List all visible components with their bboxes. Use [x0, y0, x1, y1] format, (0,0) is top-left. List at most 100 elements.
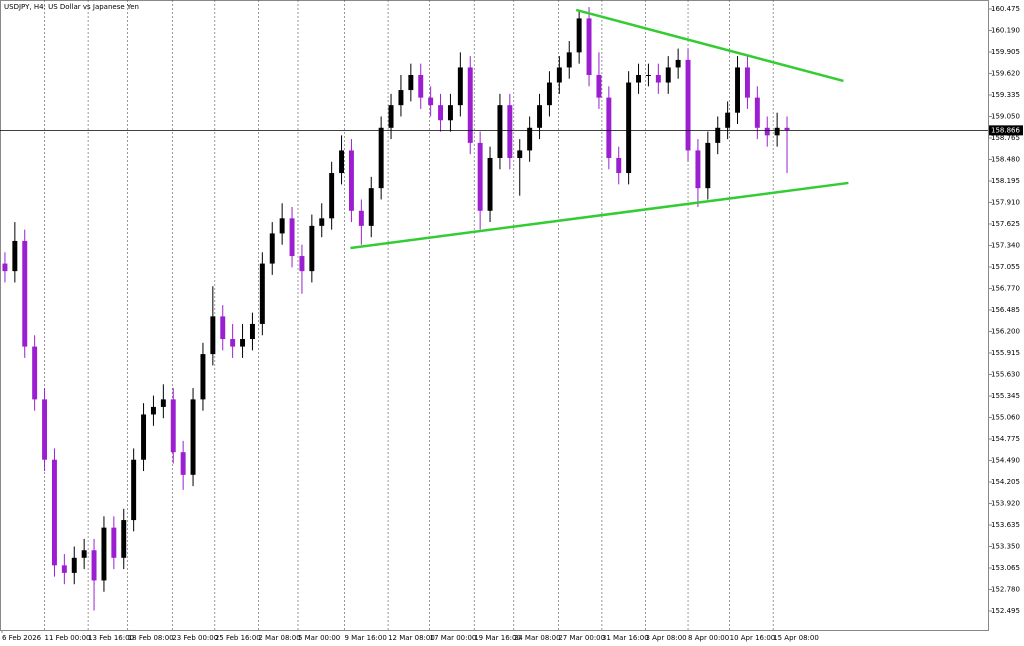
- candle-body: [339, 150, 345, 174]
- candle-body: [220, 316, 226, 340]
- candle-body: [61, 565, 67, 573]
- candle-body: [259, 263, 265, 324]
- y-tick-label: 153.920: [991, 499, 1020, 507]
- x-tick-label: 13 Feb 16:00: [88, 634, 134, 642]
- candle-body: [606, 97, 612, 158]
- candle-body: [170, 399, 176, 453]
- candle-body: [418, 74, 424, 98]
- candle-body: [408, 74, 414, 91]
- candle-body: [556, 67, 562, 83]
- candle-body: [150, 406, 156, 415]
- y-tick-label: 159.905: [991, 48, 1020, 56]
- x-tick-label: 12 Mar 08:00: [388, 634, 435, 642]
- candle-body: [111, 527, 117, 558]
- y-tick-label: 158.195: [991, 177, 1020, 185]
- x-tick-label: 15 Apr 08:00: [773, 634, 819, 642]
- candle-body: [42, 399, 48, 460]
- y-tick-label: 159.050: [991, 112, 1020, 120]
- candle-body: [626, 82, 632, 174]
- y-tick-label: 157.625: [991, 220, 1020, 228]
- y-tick-label: 153.350: [991, 542, 1020, 550]
- candle-body: [32, 346, 38, 400]
- candle-body: [596, 74, 602, 98]
- y-tick-label: 152.495: [991, 607, 1020, 615]
- candle-body: [467, 67, 473, 143]
- x-tick-label: 8 Apr 00:00: [688, 634, 729, 642]
- candle-body: [487, 157, 493, 211]
- x-tick-label: 5 Mar 00:00: [298, 634, 340, 642]
- candle-body: [121, 520, 127, 558]
- y-tick-label: 155.345: [991, 392, 1020, 400]
- x-tick-label: 10 Apr 16:00: [730, 634, 776, 642]
- y-tick-label: 156.200: [991, 327, 1020, 335]
- candle-body: [240, 339, 246, 347]
- y-tick-label: 157.340: [991, 241, 1020, 249]
- candle-body: [141, 414, 147, 460]
- candle-body: [200, 354, 206, 400]
- x-tick-label: 24 Mar 08:00: [514, 634, 561, 642]
- candle-body: [447, 105, 453, 121]
- y-tick-label: 152.780: [991, 585, 1020, 593]
- candle-body: [695, 150, 701, 189]
- candle-body: [180, 452, 186, 475]
- candle-body: [527, 127, 533, 151]
- candle-body: [566, 52, 572, 68]
- candle-body: [754, 97, 760, 128]
- candle-body: [12, 240, 18, 272]
- trendline: [350, 181, 849, 250]
- y-tick-label: 160.475: [991, 5, 1020, 13]
- candle-body: [249, 323, 255, 340]
- candle-body: [2, 263, 8, 272]
- candle-body: [586, 18, 592, 75]
- candle-body: [269, 233, 275, 264]
- candle-body: [685, 59, 691, 151]
- plot-frame: [0, 0, 989, 631]
- candle-body: [764, 127, 770, 136]
- x-tick-label: 23 Feb 00:00: [172, 634, 218, 642]
- x-tick-label: 9 Mar 16:00: [345, 634, 387, 642]
- candle-body: [210, 316, 216, 355]
- candle-body: [715, 127, 721, 143]
- candle-body: [299, 256, 305, 272]
- x-tick-label: 19 Mar 16:00: [474, 634, 521, 642]
- candle-body: [428, 97, 434, 106]
- y-tick-label: 159.620: [991, 69, 1020, 77]
- candle-body: [616, 157, 622, 174]
- x-tick-label: 25 Feb 16:00: [215, 634, 261, 642]
- x-tick-label: 6 Feb 2026: [2, 634, 42, 642]
- x-tick-label: 11 Feb 00:00: [45, 634, 91, 642]
- candle-body: [655, 74, 661, 83]
- candle-body: [576, 18, 582, 53]
- candle-body: [71, 557, 77, 573]
- candle-body: [81, 550, 87, 558]
- candle-body: [230, 339, 236, 347]
- marks: [0, 7, 988, 611]
- candle-body: [784, 127, 790, 131]
- y-tick-label: 154.205: [991, 478, 1020, 486]
- candle-body: [705, 142, 711, 189]
- candle-body: [160, 399, 166, 407]
- y-tick-label: 155.060: [991, 413, 1020, 421]
- candle-body: [101, 527, 107, 581]
- candle-body: [22, 240, 28, 347]
- trendline: [575, 8, 844, 83]
- candle-body: [665, 67, 671, 83]
- y-tick-label: 158.480: [991, 155, 1020, 163]
- candle-body: [725, 112, 731, 128]
- candle-body: [537, 105, 543, 128]
- candle-body: [309, 225, 315, 272]
- y-tick-label: 155.630: [991, 370, 1020, 378]
- y-tick-label: 157.055: [991, 263, 1020, 271]
- y-tick-label: 159.335: [991, 91, 1020, 99]
- y-tick-label: 153.065: [991, 564, 1020, 572]
- candle-body: [477, 142, 483, 211]
- grid: [1, 0, 992, 633]
- candle-body: [358, 210, 364, 226]
- candle-body: [507, 105, 513, 158]
- candle-body: [378, 127, 384, 189]
- candle-body: [438, 105, 444, 121]
- y-tick-label: 154.490: [991, 456, 1020, 464]
- x-tick-label: 17 Mar 00:00: [430, 634, 477, 642]
- current-price-box: [989, 125, 1023, 136]
